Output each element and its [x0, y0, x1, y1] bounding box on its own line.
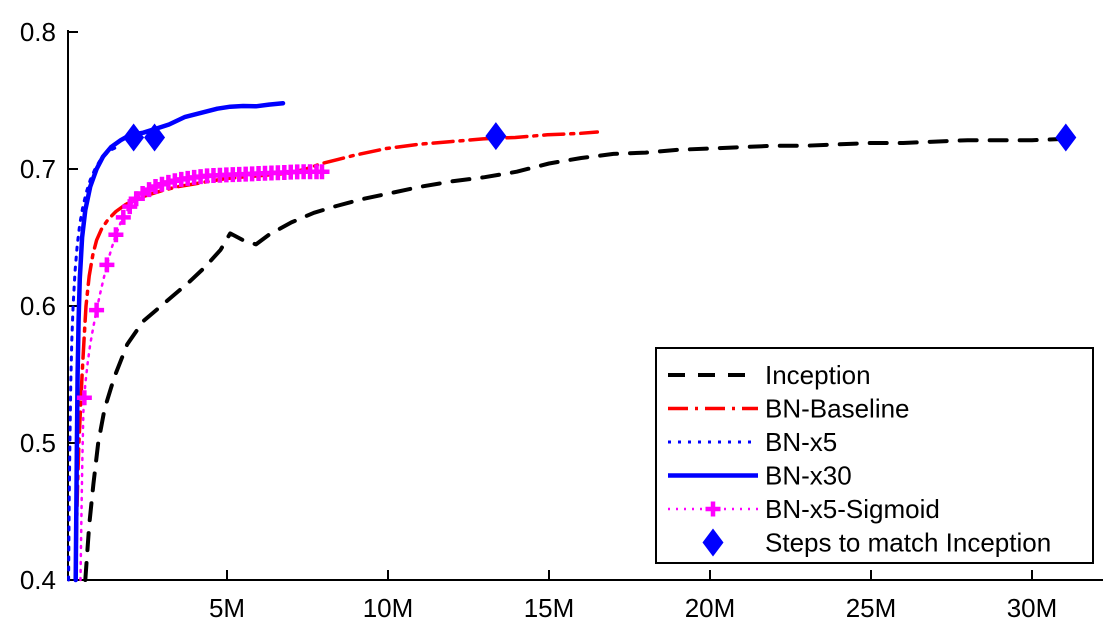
steps-to-match-diamond-marker — [123, 123, 145, 152]
steps-to-match-diamond-marker — [1055, 123, 1077, 152]
legend-item-bn_baseline: BN-Baseline — [668, 394, 910, 424]
axes: 5M 10M 15M 20M 25M 30M 0.4 0.5 0.6 0.7 0.8 — [20, 17, 1103, 623]
legend-sample-bn_x5_sigmoid-plus-marker — [705, 501, 721, 517]
series-bn_x5_sigmoid — [76, 164, 330, 582]
y-tick-label: 0.8 — [20, 17, 56, 47]
x-tick-label: 30M — [1007, 593, 1058, 623]
y-tick-label: 0.5 — [20, 428, 56, 458]
series-bn_baseline — [73, 130, 600, 582]
x-tick-label: 20M — [685, 593, 736, 623]
legend-label-steps_to_match: Steps to match Inception — [765, 528, 1051, 558]
legend-item-bn_x30: BN-x30 — [668, 461, 852, 491]
series-bn_x5_sigmoid-plus-marker — [99, 257, 115, 273]
legend-item-inception: Inception — [668, 360, 871, 390]
series-bn_x5_sigmoid-plus-marker — [122, 199, 138, 215]
x-tick-label: 15M — [524, 593, 575, 623]
series-inception-line — [83, 136, 1067, 582]
series-bn_x5_sigmoid-plus-marker — [89, 302, 105, 318]
series-bn_x30-line — [73, 100, 286, 583]
series-bn_x5_sigmoid-plus-marker — [314, 164, 330, 180]
y-tick-label: 0.4 — [20, 565, 56, 595]
legend-label-bn_baseline: BN-Baseline — [765, 394, 910, 424]
y-tick-label: 0.6 — [20, 291, 56, 321]
x-tick-label: 25M — [846, 593, 897, 623]
legend-box — [655, 347, 1094, 564]
series-bn_x5_sigmoid-plus-marker — [115, 209, 131, 225]
series-bn_x5_sigmoid-plus-marker — [108, 227, 124, 243]
series-steps_to_match — [123, 122, 1077, 152]
legend-label-inception: Inception — [765, 360, 871, 390]
legend-label-bn_x30: BN-x30 — [765, 461, 852, 491]
series-inception — [83, 136, 1067, 582]
series-bn_x5_sigmoid-plus-marker — [76, 390, 92, 406]
series-bn_baseline-line — [73, 130, 600, 582]
legend-sample-steps_to_match-diamond-marker — [702, 528, 724, 557]
steps-to-match-diamond-marker — [485, 122, 507, 151]
legend-label-bn_x5_sigmoid: BN-x5-Sigmoid — [765, 494, 940, 524]
y-tick-label: 0.7 — [20, 154, 56, 184]
x-tick-label: 5M — [209, 593, 245, 623]
steps-to-match-diamond-marker — [144, 123, 166, 152]
legend-item-bn_x5_sigmoid: BN-x5-Sigmoid — [668, 494, 940, 524]
legend-label-bn_x5: BN-x5 — [765, 427, 837, 457]
legend-item-bn_x5: BN-x5 — [668, 427, 837, 457]
legend-item-steps_to_match: Steps to match Inception — [702, 528, 1051, 558]
x-tick-label: 10M — [363, 593, 414, 623]
series-bn_x30 — [73, 100, 286, 583]
